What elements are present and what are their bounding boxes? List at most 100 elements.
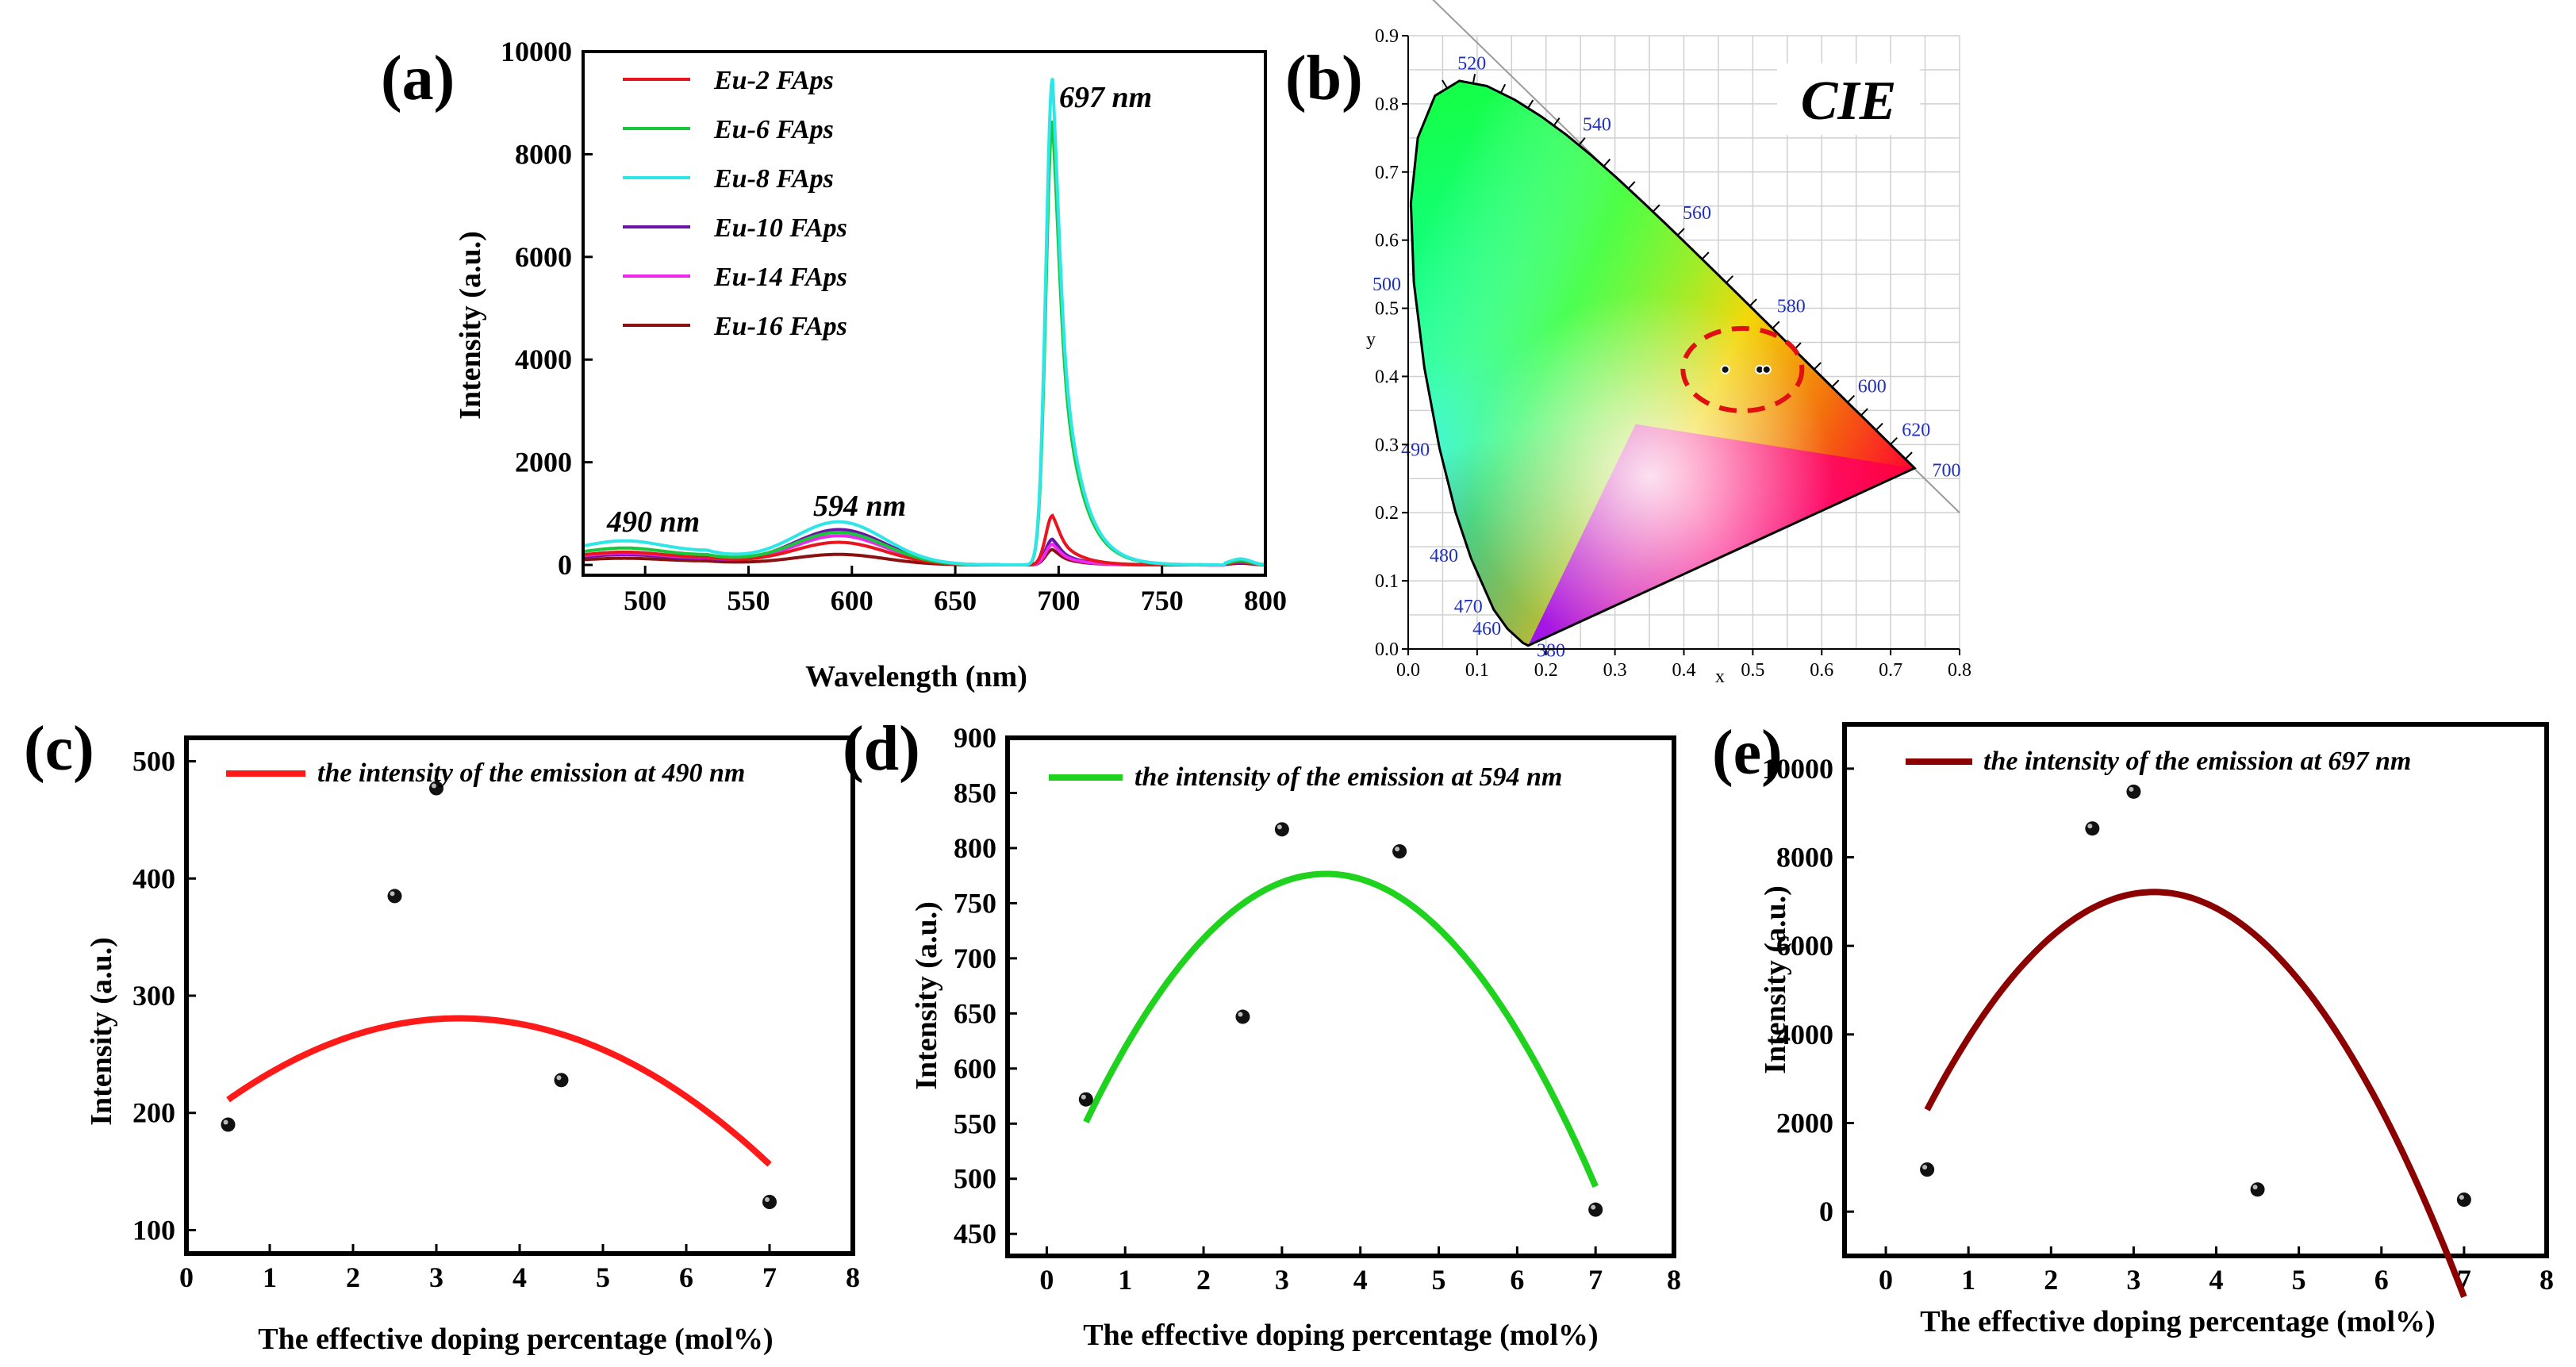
locus-tick [1814,362,1822,371]
y-tick-label: 8000 [1776,842,1833,874]
y-tick-label: 0.7 [1375,163,1399,183]
x-tick-label: 3 [2126,1264,2140,1296]
locus-tick [1847,394,1856,403]
data-point [1235,1009,1250,1024]
locus-tick [1749,298,1757,307]
data-point-highlight [1922,1165,1928,1170]
y-tick-label: 0.2 [1375,503,1399,524]
locus-tick [1652,204,1660,213]
y-tick-label: 500 [954,1163,996,1195]
fit-curve [1083,870,1599,1188]
locus-tick [1875,422,1883,431]
data-point [2085,821,2100,836]
spectrum-line-eu-6-faps [582,120,1266,567]
legend-label: Eu-6 FAps [713,115,834,144]
wavelength-label: 560 [1683,203,1711,224]
y-tick-label: 100 [132,1214,175,1246]
locus-tick [1701,252,1710,260]
wavelength-label: 480 [1430,546,1458,566]
wavelength-label: 620 [1902,420,1930,440]
y-tick-label: 300 [132,980,175,1012]
x-tick-label: 8 [2540,1264,2554,1296]
y-tick-label: 0 [558,549,572,581]
panel-d-label: (d) [843,714,920,784]
y-tick-label: 10000 [1762,753,1833,785]
x-tick-label: 700 [1037,585,1080,616]
panel-c-ylabel: Intensity (a.u.) [85,937,118,1126]
spectrum-line-eu-2-faps [582,513,1266,567]
data-point-highlight [1238,1012,1243,1017]
spectral-locus-outline [1409,79,1917,647]
y-tick-label: 850 [954,777,996,808]
locus-tick [1499,83,1507,94]
x-tick-label: 0 [1039,1264,1054,1296]
y-tick-label: 0.3 [1375,435,1399,455]
data-point [1078,1092,1093,1107]
x-tick-label: 1 [1118,1264,1132,1296]
wavelength-label: 500 [1372,275,1401,295]
plot-frame [582,50,1267,577]
panel-d-legend-text: the intensity of the emission at 594 nm [1134,762,1562,792]
panel-a-xlabel: Wavelength (nm) [805,660,1027,693]
data-point-highlight [1081,1094,1086,1100]
y-tick-label: 750 [954,887,996,919]
x-tick-label: 650 [934,585,977,616]
wavelength-label: 520 [1457,54,1486,75]
cie-white-point-glow [1411,80,1915,646]
x-tick-label: 0.4 [1672,660,1696,681]
data-point [2126,784,2141,799]
wavelength-label: 470 [1454,597,1483,617]
x-tick-label: 0.8 [1948,660,1971,681]
data-point-highlight [1276,824,1282,830]
panel-a-series-lines [582,78,1266,567]
y-tick-label: 450 [954,1218,996,1250]
data-point-highlight [223,1119,228,1125]
data-point-highlight [2087,824,2093,829]
data-point-highlight [432,783,436,789]
data-point [1392,844,1407,859]
x-tick-label: 0.2 [1534,660,1558,681]
y-tick-label: 400 [132,862,175,894]
wavelength-label: 600 [1858,376,1887,397]
x-tick-label: 1 [263,1261,277,1293]
data-point [1588,1202,1603,1217]
wavelength-label: 540 [1583,114,1611,135]
x-tick-label: 5 [1432,1264,1446,1296]
y-tick-label: 4000 [1776,1019,1833,1050]
panel-b-label: (b) [1285,44,1363,113]
x-tick-label: 2 [346,1261,360,1293]
wavelength-label: 700 [1933,460,1961,481]
data-point-highlight [1395,847,1400,852]
locus-tick [1676,228,1685,236]
y-tick-label: 200 [132,1097,175,1129]
wavelength-label: 460 [1472,619,1501,639]
locus-tick [1831,379,1840,388]
x-tick-label: 600 [831,585,873,616]
y-tick-label: 6000 [515,241,572,273]
plot-frame [184,735,855,1256]
data-point [387,889,402,904]
cie-point [1761,364,1772,374]
x-tick-label: 0.0 [1396,660,1420,681]
x-tick-label: 0 [179,1261,194,1293]
spectrum-line-eu-8-faps [582,78,1266,566]
panel-b-xlabel: x [1715,666,1725,687]
plot-frame [1005,735,1676,1258]
data-point-highlight [2252,1185,2258,1190]
x-tick-label: 2 [1196,1264,1211,1296]
y-tick-label: 8000 [515,138,572,170]
x-tick-label: 6 [679,1261,693,1293]
locus-tick [1553,117,1561,127]
data-point [221,1117,236,1132]
fit-curve [1924,889,2467,1299]
highlight-ring [1680,325,1805,413]
y-tick-label: 0.9 [1375,26,1399,47]
y-tick-label: 550 [954,1108,996,1139]
cie-point [1720,364,1730,374]
y-tick-label: 600 [954,1053,996,1085]
y-tick-label: 2000 [515,447,572,478]
fit-curve [226,1015,772,1167]
x-tick-label: 2 [2044,1264,2058,1296]
